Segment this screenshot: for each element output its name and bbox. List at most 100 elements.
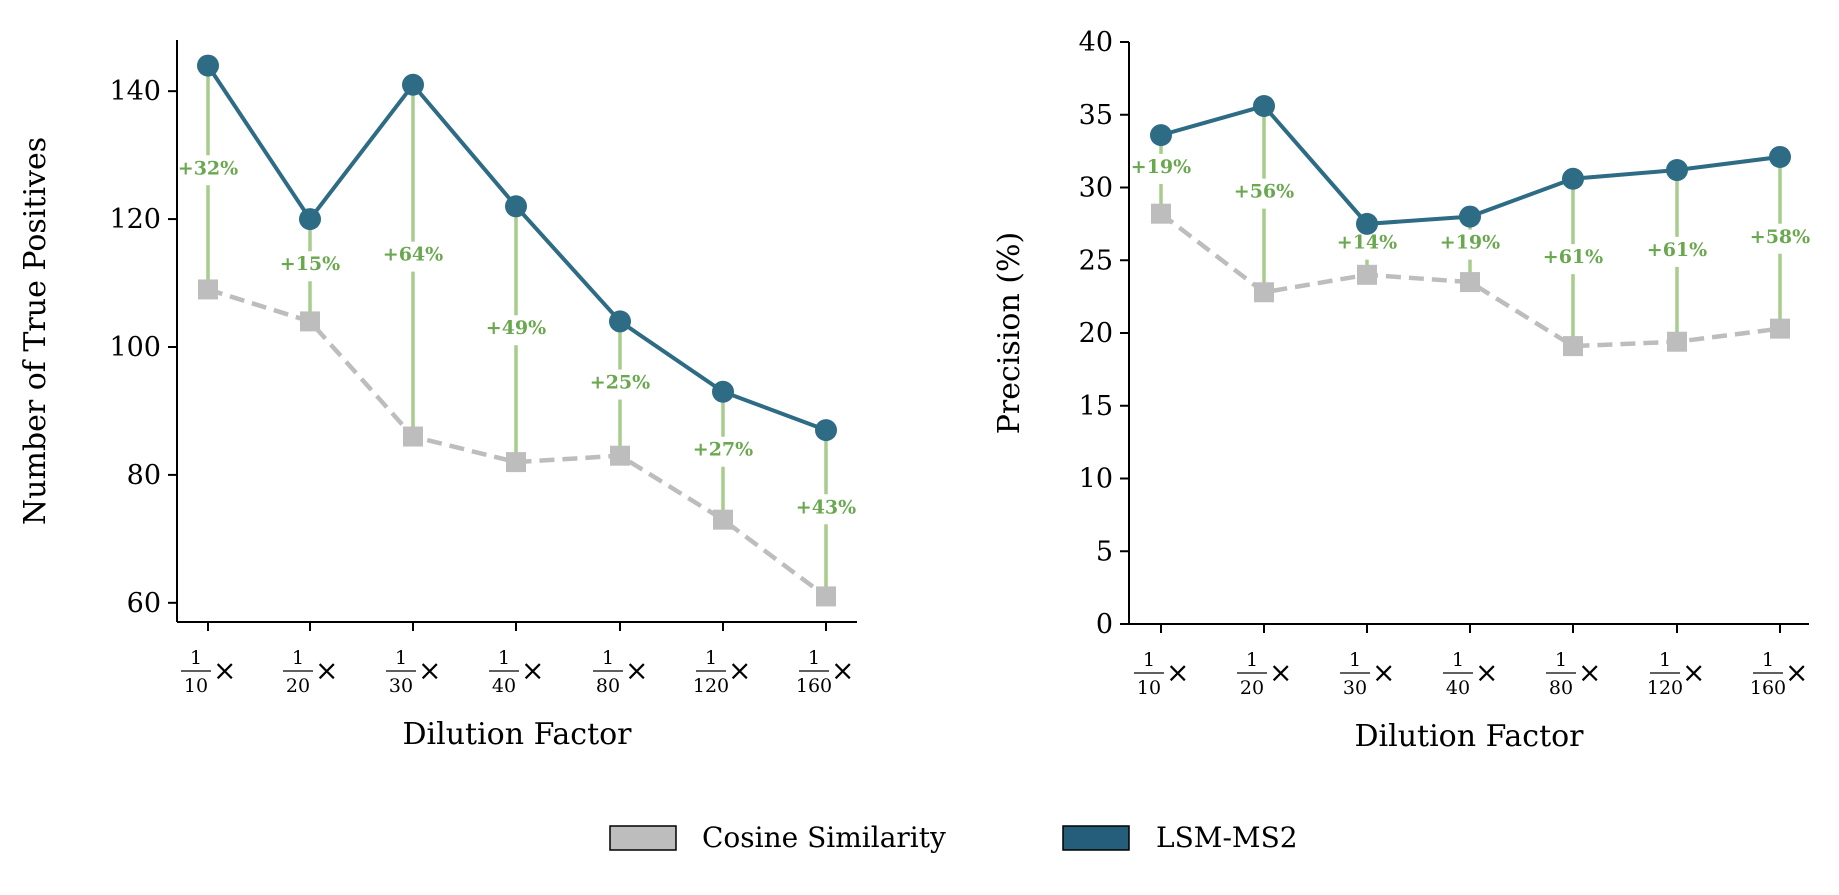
x-tick-denominator: 40 <box>492 675 516 697</box>
data-point-cosine <box>1357 264 1377 285</box>
x-tick-denominator: 120 <box>693 675 729 697</box>
data-point-lsm <box>197 54 219 77</box>
y-tick-label: 120 <box>109 204 161 235</box>
data-point-lsm <box>1150 124 1172 147</box>
data-point-cosine <box>1563 336 1583 357</box>
x-tick-numerator: 1 <box>602 647 614 669</box>
x-tick-numerator: 1 <box>190 647 202 669</box>
x-tick-label: 1 20 × <box>283 647 338 697</box>
x-tick-suffix: × <box>1475 656 1498 689</box>
data-point-cosine <box>198 279 218 300</box>
y-tick-label: 60 <box>127 588 161 619</box>
x-tick-suffix: × <box>1578 656 1601 689</box>
x-tick-suffix: × <box>1682 656 1705 689</box>
x-tick-numerator: 1 <box>1349 649 1361 671</box>
x-tick-label: 1 20 × <box>1237 649 1292 699</box>
x-tick-numerator: 1 <box>705 647 717 669</box>
y-tick-label: 140 <box>109 76 161 107</box>
x-tick-label: 1 160× <box>796 647 855 697</box>
legend-label-lsm: LSM-MS2 <box>1156 821 1298 854</box>
x-tick-suffix: × <box>1785 656 1808 689</box>
x-tick-label: 1 10 × <box>1134 649 1189 699</box>
x-axis-label: Dilution Factor <box>1354 719 1584 754</box>
x-tick-suffix: × <box>418 654 441 687</box>
x-tick-numerator: 1 <box>1555 649 1567 671</box>
improvement-label: +14% <box>1337 232 1397 254</box>
x-tick-denominator: 30 <box>1343 677 1367 699</box>
x-tick-denominator: 40 <box>1446 677 1470 699</box>
y-tick-label: 5 <box>1096 536 1113 567</box>
improvement-label: +61% <box>1543 246 1603 268</box>
y-tick-label: 80 <box>127 460 161 491</box>
x-tick-numerator: 1 <box>498 647 510 669</box>
data-point-cosine <box>816 586 836 607</box>
x-tick-label: 1 120× <box>693 647 752 697</box>
data-point-lsm <box>609 310 631 333</box>
x-tick-suffix: × <box>521 654 544 687</box>
x-tick-numerator: 1 <box>395 647 407 669</box>
improvement-label: +15% <box>280 253 340 275</box>
x-tick-numerator: 1 <box>1246 649 1258 671</box>
data-point-lsm <box>1666 159 1688 182</box>
x-tick-denominator: 80 <box>596 675 620 697</box>
data-point-cosine <box>403 426 423 447</box>
data-point-cosine <box>610 445 630 466</box>
data-point-cosine <box>1667 331 1687 352</box>
x-tick-numerator: 1 <box>1762 649 1774 671</box>
x-tick-label: 1 40 × <box>489 647 544 697</box>
x-tick-denominator: 10 <box>1137 677 1161 699</box>
improvement-label: +64% <box>383 244 443 266</box>
x-tick-denominator: 120 <box>1647 677 1683 699</box>
y-tick-label: 0 <box>1096 609 1113 640</box>
improvement-label: +58% <box>1750 226 1810 248</box>
x-tick-numerator: 1 <box>1452 649 1464 671</box>
data-point-lsm <box>1562 167 1584 190</box>
y-axis-label: Precision (%) <box>992 232 1027 435</box>
improvement-label: +32% <box>178 157 238 179</box>
data-point-lsm <box>1253 95 1275 118</box>
x-tick-suffix: × <box>728 654 751 687</box>
x-tick-denominator: 20 <box>286 675 310 697</box>
improvement-label: +25% <box>590 372 650 394</box>
improvement-label: +43% <box>796 496 856 518</box>
y-tick-label: 25 <box>1079 245 1113 276</box>
x-tick-label: 1 80 × <box>1546 649 1601 699</box>
x-tick-denominator: 30 <box>389 675 413 697</box>
x-tick-suffix: × <box>831 654 854 687</box>
data-point-cosine <box>300 311 320 332</box>
x-tick-label: 1 10 × <box>181 647 236 697</box>
x-tick-suffix: × <box>1372 656 1395 689</box>
y-tick-label: 100 <box>109 332 161 363</box>
data-point-lsm <box>1459 205 1481 228</box>
y-axis-label: Number of True Positives <box>18 137 53 525</box>
improvement-label: +19% <box>1131 156 1191 178</box>
x-tick-denominator: 160 <box>796 675 832 697</box>
x-axis-label: Dilution Factor <box>402 717 632 752</box>
y-tick-label: 10 <box>1079 464 1113 495</box>
improvement-label: +27% <box>693 439 753 461</box>
y-tick-label: 30 <box>1079 173 1113 204</box>
x-tick-numerator: 1 <box>1659 649 1671 671</box>
x-tick-label: 1 30 × <box>386 647 441 697</box>
x-tick-denominator: 10 <box>184 675 208 697</box>
x-tick-label: 1 40 × <box>1443 649 1498 699</box>
x-tick-denominator: 20 <box>1240 677 1264 699</box>
legend: Cosine Similarity LSM-MS2 <box>609 821 1298 854</box>
legend-swatch-lsm <box>1062 825 1130 851</box>
data-point-cosine <box>713 509 733 530</box>
data-point-cosine <box>1151 203 1171 224</box>
improvement-label: +61% <box>1647 239 1707 261</box>
legend-swatch-cosine <box>609 825 677 851</box>
data-point-lsm <box>1769 145 1791 168</box>
y-tick-label: 15 <box>1079 391 1113 422</box>
data-point-lsm <box>815 419 837 442</box>
data-point-lsm <box>712 380 734 403</box>
x-tick-suffix: × <box>625 654 648 687</box>
x-tick-label: 1 30 × <box>1340 649 1395 699</box>
data-point-cosine <box>1770 318 1790 339</box>
x-tick-numerator: 1 <box>1143 649 1155 671</box>
data-point-lsm <box>505 195 527 218</box>
